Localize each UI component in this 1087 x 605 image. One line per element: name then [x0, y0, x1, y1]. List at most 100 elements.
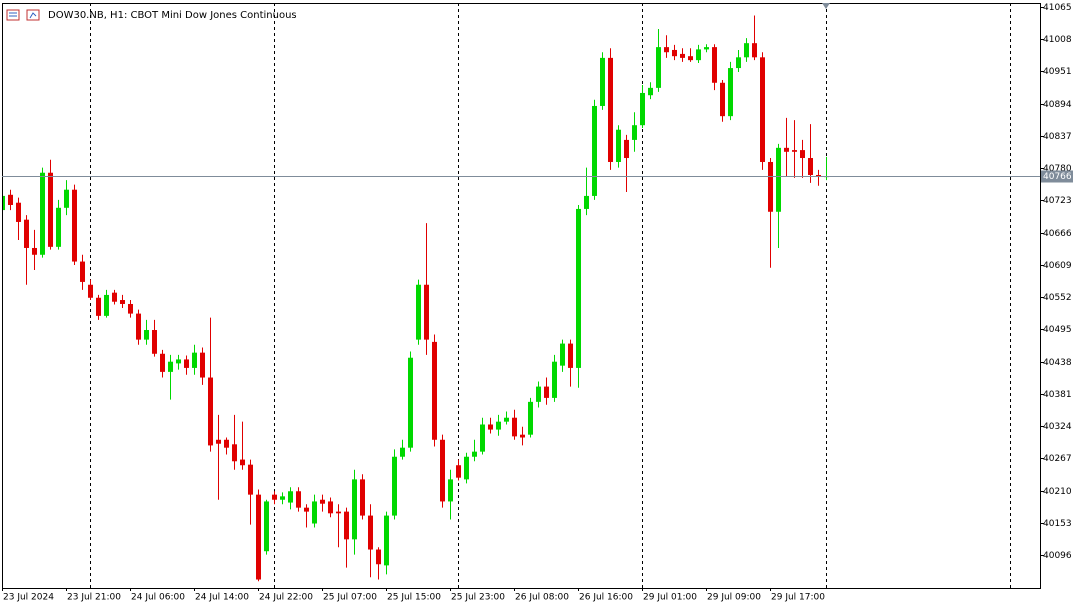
candle-body	[416, 284, 421, 340]
x-tick-label: 29 Jul 01:00	[643, 593, 697, 603]
candle-body	[592, 105, 597, 196]
candles	[2, 15, 829, 582]
candle-body	[168, 361, 173, 372]
candle-body	[472, 451, 477, 457]
y-tick-label: 40096	[1043, 551, 1072, 561]
candle-body	[440, 439, 445, 502]
candle-body	[752, 43, 757, 58]
candle-body	[704, 47, 709, 50]
icon	[29, 12, 37, 19]
y-tick-label: 40951	[1043, 67, 1072, 77]
y-tick-label: 40837	[1043, 132, 1072, 142]
candle-body	[808, 158, 813, 175]
candle-body	[336, 511, 341, 514]
x-tick-label: 26 Jul 16:00	[579, 593, 633, 603]
candle-body	[792, 150, 797, 152]
y-tick-label: 40609	[1043, 261, 1072, 271]
price-label-box	[1041, 170, 1073, 183]
candle-body	[280, 496, 285, 500]
candle-body	[392, 456, 397, 516]
candle-body	[112, 292, 117, 302]
candle-body	[408, 357, 413, 448]
candle-body	[536, 386, 541, 402]
candle-body	[696, 49, 701, 61]
candle-body	[176, 359, 181, 364]
candle-body	[328, 501, 333, 514]
candle-body	[360, 479, 365, 516]
y-tick-label: 40780	[1043, 164, 1072, 174]
x-tick-label: 24 Jul 06:00	[131, 593, 185, 603]
y-tick-label: 40324	[1043, 422, 1072, 432]
candle-body	[688, 56, 693, 61]
candle-body	[296, 491, 301, 508]
candle-body	[640, 92, 645, 126]
candle-body	[248, 464, 253, 495]
candle-body	[424, 284, 429, 340]
candle-body	[96, 297, 101, 316]
candle-body	[712, 47, 717, 83]
candle-body	[552, 361, 557, 398]
candle-body	[496, 421, 501, 430]
candle-body	[312, 501, 317, 524]
candle-body	[200, 352, 205, 378]
y-tick-label: 40723	[1043, 196, 1072, 206]
candle-body	[232, 444, 237, 462]
candle-body	[584, 195, 589, 209]
shift-marker	[822, 3, 830, 9]
candle-body	[40, 172, 45, 255]
candle-body	[104, 294, 109, 316]
x-tick-label: 29 Jul 09:00	[707, 593, 761, 603]
y-tick-label: 40495	[1043, 325, 1072, 335]
candle-body	[240, 459, 245, 466]
candle-body	[656, 47, 661, 88]
title-bar: DOW30.NB, H1: CBOT Mini Dow Jones Contin…	[6, 9, 297, 21]
candle-body	[544, 386, 549, 398]
candle-body	[456, 465, 461, 478]
candle-body	[520, 434, 525, 438]
candle-body	[480, 424, 485, 452]
candle-body	[320, 499, 325, 504]
x-tick-label: 25 Jul 23:00	[451, 593, 505, 603]
x-tick-label: 26 Jul 08:00	[515, 593, 569, 603]
candle-body	[776, 147, 781, 212]
candle-body	[608, 57, 613, 162]
candle-body	[512, 417, 517, 437]
candle-body	[72, 189, 77, 262]
candle-body	[488, 424, 493, 430]
y-tick-label: 41008	[1043, 35, 1072, 45]
candle-body	[32, 247, 37, 255]
candle-body	[64, 189, 69, 208]
candle-body	[56, 207, 61, 247]
candle-body	[648, 87, 653, 96]
price-label: 40766	[1043, 172, 1072, 182]
candle-body	[432, 341, 437, 440]
candle-body	[144, 330, 149, 340]
candle-body	[344, 511, 349, 540]
candle-body	[120, 300, 125, 304]
candle-body	[400, 447, 405, 457]
y-tick-label: 41065	[1043, 3, 1072, 13]
icon	[26, 9, 40, 21]
x-tick-label: 25 Jul 15:00	[387, 593, 441, 603]
candle-body	[784, 147, 789, 152]
candle-body	[288, 491, 293, 503]
x-tick-label: 24 Jul 14:00	[195, 593, 249, 603]
candle-body	[528, 401, 533, 435]
y-tick-label: 40210	[1043, 487, 1072, 497]
x-tick-label: 29 Jul 17:00	[771, 593, 825, 603]
candle-body	[632, 125, 637, 140]
candle-body	[272, 494, 277, 500]
candle-body	[152, 330, 157, 354]
candle-body	[744, 43, 749, 58]
candle-body	[352, 479, 357, 540]
candle-body	[616, 129, 621, 162]
candle-body	[448, 479, 453, 502]
x-tick-label: 23 Jul 2024	[3, 593, 54, 603]
candle-body	[48, 172, 53, 247]
candle-body	[184, 359, 189, 368]
candle-body	[664, 47, 669, 53]
candle-body	[816, 174, 821, 177]
candle-body	[504, 417, 509, 422]
